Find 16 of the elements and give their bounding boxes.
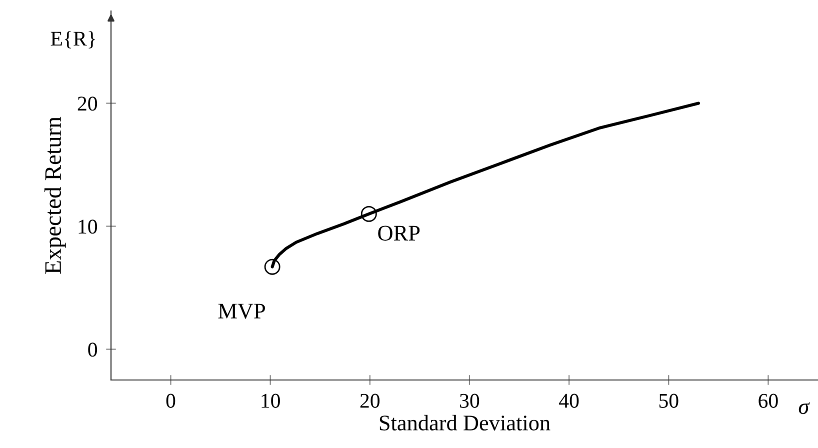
y-tick-label: 20 xyxy=(78,96,98,111)
y-tick-label: 10 xyxy=(78,220,98,234)
annotation: ORP xyxy=(378,226,420,241)
x-axis-title: Standard Deviation xyxy=(380,414,550,431)
x-tick-label: 10 xyxy=(262,394,280,408)
text: σ xyxy=(798,402,810,414)
annotation: MVP xyxy=(218,304,265,319)
y-axis-title: Expected Return xyxy=(44,116,66,274)
x-tick-label: 50 xyxy=(659,394,678,408)
y-tick-label: 0 xyxy=(88,342,98,357)
x-tick-label: 20 xyxy=(360,394,380,408)
x-tick-label: 60 xyxy=(758,394,778,408)
x-tick-label: 30 xyxy=(460,394,480,408)
x-tick-label: 0 xyxy=(166,394,176,408)
x-tick-label: 40 xyxy=(559,394,579,408)
text: E{R} xyxy=(50,31,95,48)
